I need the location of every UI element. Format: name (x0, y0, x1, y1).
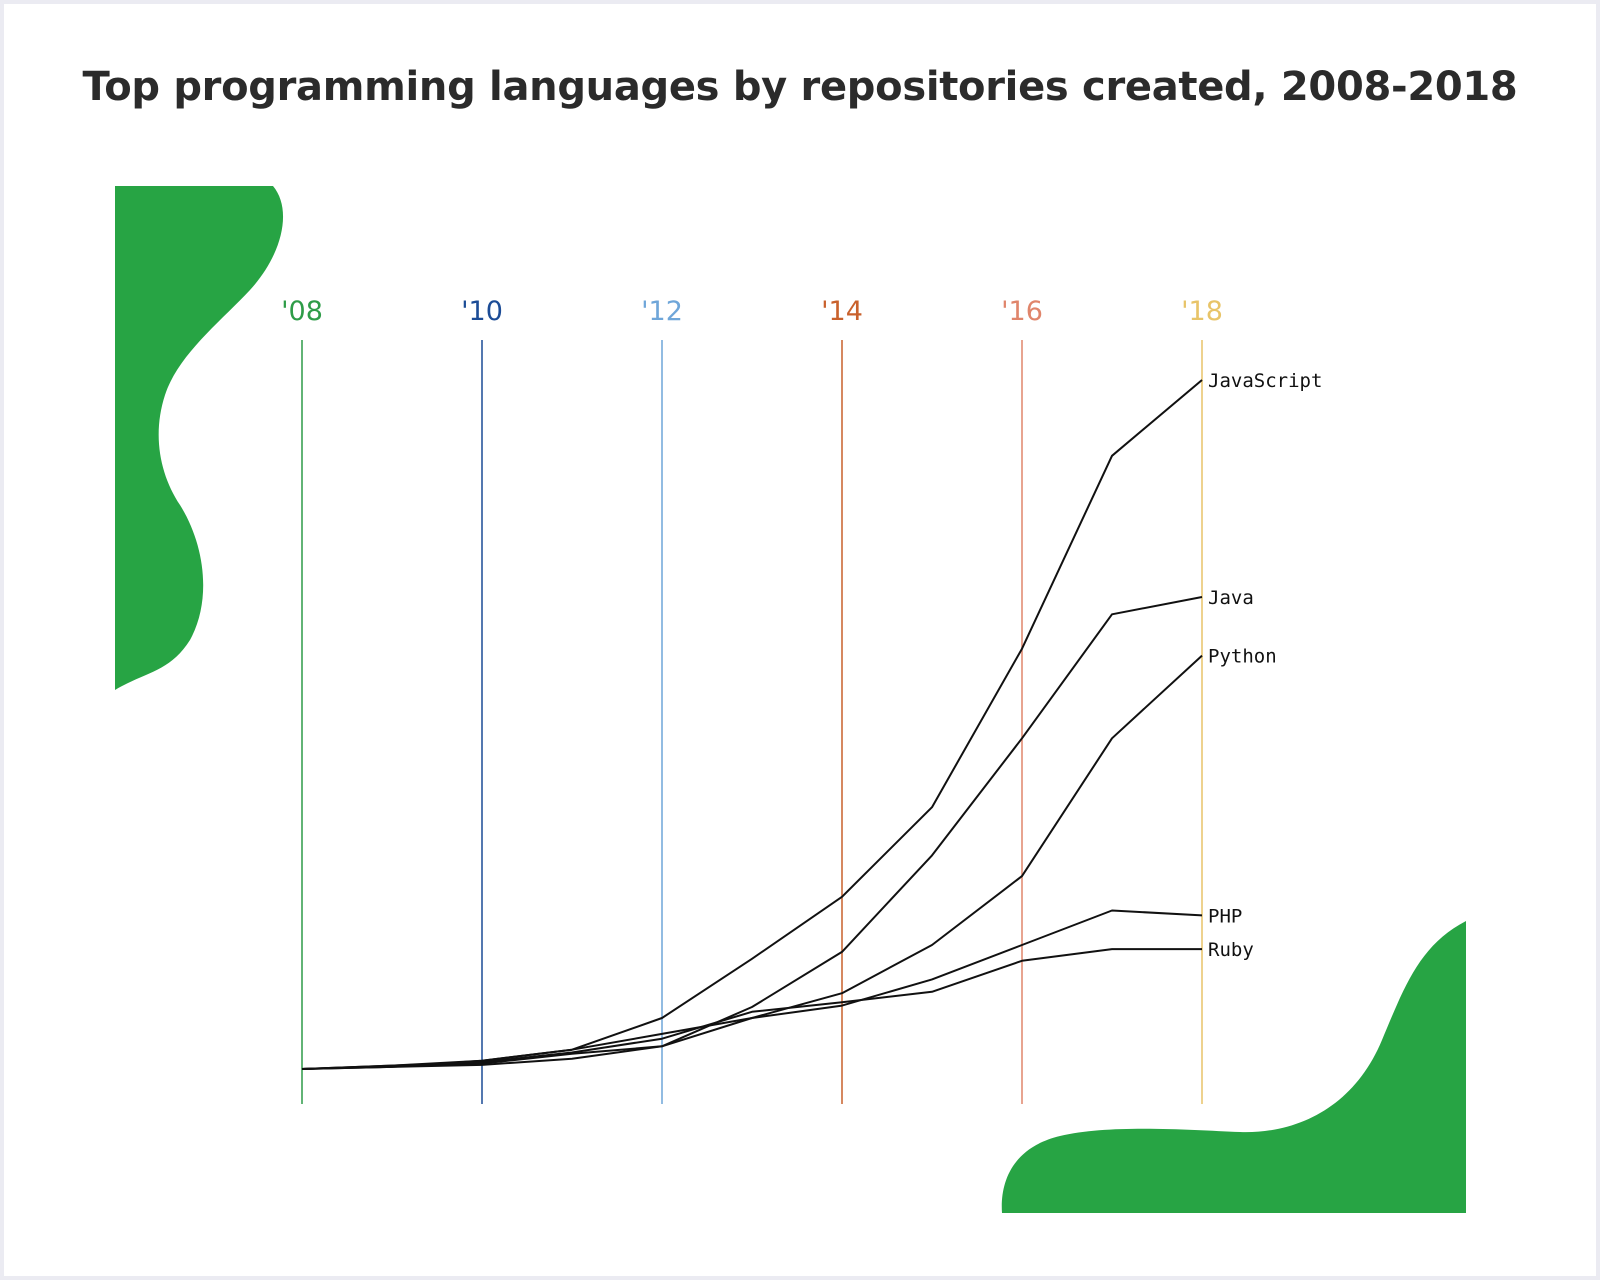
x-tick-label-2008: '08 (281, 296, 323, 327)
series-line-php (301, 909, 1203, 1070)
x-axis-tick-labels: '08 '10 '12 '14 '16 '18 (281, 296, 1223, 327)
x-tick-label-2016: '16 (1001, 296, 1043, 327)
chart-title: Top programming languages by repositorie… (82, 64, 1518, 110)
x-tick-label-2014: '14 (821, 296, 863, 327)
series-label-javascript: JavaScript (1208, 370, 1322, 392)
series-labels: JavaScript Java Python PHP Ruby (1208, 370, 1322, 961)
series-line-java (301, 596, 1203, 1070)
decorative-blob-left (115, 186, 284, 690)
series-label-python: Python (1208, 646, 1277, 668)
decorative-blob-right (1001, 921, 1466, 1213)
x-tick-label-2018: '18 (1181, 296, 1223, 327)
x-tick-label-2010: '10 (461, 296, 503, 327)
x-tick-label-2012: '12 (641, 296, 683, 327)
series-label-ruby: Ruby (1208, 939, 1254, 961)
series-line-javascript (301, 379, 1203, 1070)
series-label-php: PHP (1208, 905, 1242, 927)
vertical-grid-lines (301, 340, 1203, 1104)
series-lines (301, 379, 1203, 1070)
series-line-ruby (301, 948, 1202, 1070)
series-label-java: Java (1208, 587, 1254, 609)
